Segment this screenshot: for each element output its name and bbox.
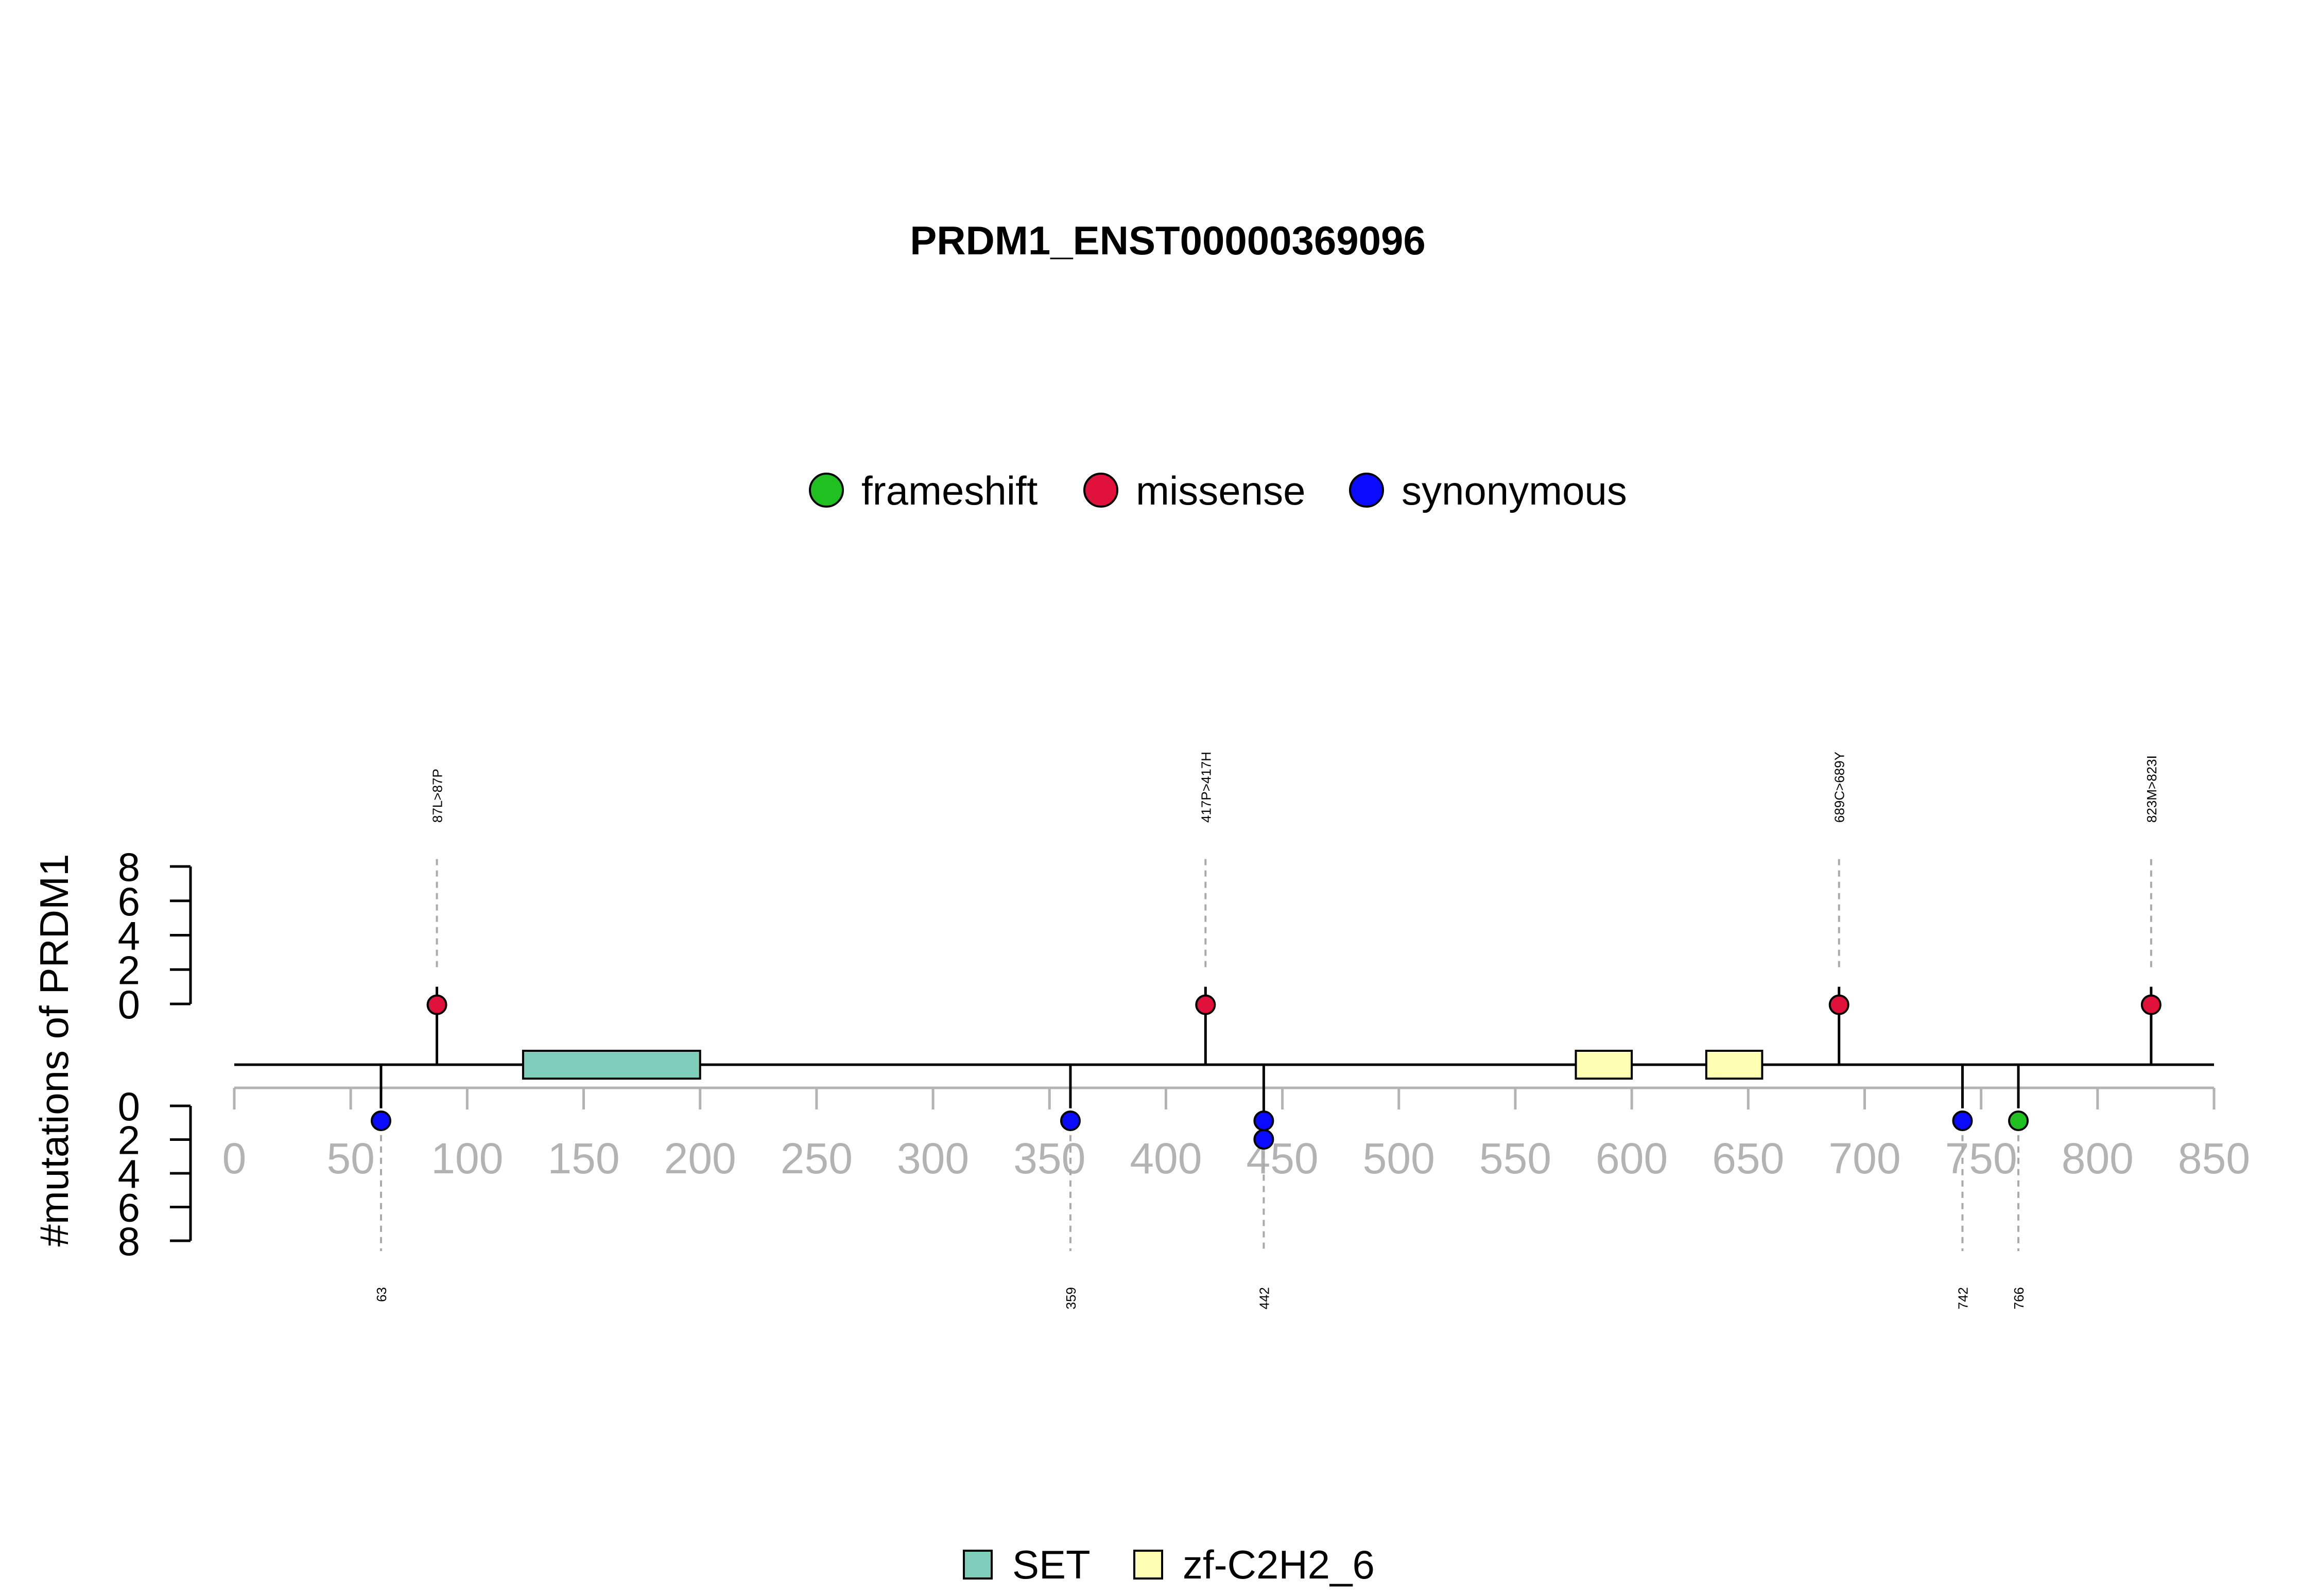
y-tick-label-top: 8 (118, 844, 140, 890)
mutation-dot-synonymous (1952, 1111, 1973, 1131)
mutation-label-bottom: 766 (2011, 1287, 2027, 1309)
legend-swatch-missense (1083, 473, 1118, 508)
y-tick-label-top: 4 (118, 913, 140, 959)
mutation-dot-missense (426, 994, 447, 1015)
y-tick-label-bottom: 4 (118, 1151, 140, 1196)
mutation-dot-frameshift (2008, 1111, 2029, 1131)
legend-label-synonymous: synonymous (1402, 468, 1627, 513)
y-axis-label: #mutations of PRDM1 (31, 854, 77, 1247)
mutation-dot-missense (1828, 994, 1849, 1015)
domain-legend-swatch-SET (963, 1550, 993, 1580)
x-axis: 0 50 100 150 200 250 300 350 400 450 500 550 600 650 7… (222, 1086, 2250, 1183)
x-tick-label: 200 (664, 1134, 736, 1183)
domain-SET (522, 1050, 701, 1080)
protein-domains (522, 1050, 1763, 1080)
y-tick-label-bottom: 6 (118, 1185, 140, 1230)
mutation-label-top: 87L>87P (430, 769, 445, 823)
mutation-dot-missense (1195, 994, 1216, 1015)
x-tick-label: 100 (431, 1134, 503, 1183)
x-tick-label: 400 (1130, 1134, 1202, 1183)
domain-zf-C2H2_6 (1705, 1050, 1763, 1080)
mutation-label-bottom: 442 (1256, 1287, 1272, 1309)
mutation-label-bottom: 359 (1063, 1287, 1079, 1309)
x-tick-label: 500 (1363, 1134, 1435, 1183)
chart-title: PRDM1_ENST00000369096 (910, 218, 1426, 263)
mutation-legend: frameshift missense synonymous (809, 468, 1627, 513)
x-tick-label: 650 (1712, 1134, 1784, 1183)
mutation-label-top: 823M>823I (2144, 755, 2159, 823)
legend-label-frameshift: frameshift (861, 468, 1038, 513)
mutations: 87L>87P 417P>417H 689C>689Y 823M>823I 63 359 4… (370, 752, 2162, 1309)
mutation-label-bottom: 63 (374, 1287, 389, 1302)
legend-label-missense: missense (1136, 468, 1305, 513)
x-tick-label: 600 (1596, 1134, 1668, 1183)
y-tick-label-top: 6 (118, 879, 140, 924)
mutation-label-top: 689C>689Y (1832, 752, 1847, 823)
legend-swatch-synonymous (1349, 473, 1384, 508)
y-tick-label-top: 0 (118, 982, 140, 1027)
y-tick-label-top: 2 (118, 947, 140, 993)
mutation-dot-synonymous (370, 1111, 391, 1131)
domain-zf-C2H2_6 (1575, 1050, 1633, 1080)
x-tick-label: 150 (547, 1134, 619, 1183)
domain-legend: SET zf-C2H2_6 (963, 1542, 1375, 1587)
x-tick-label: 350 (1013, 1134, 1085, 1183)
x-tick-label: 0 (222, 1134, 247, 1183)
x-tick-label: 300 (897, 1134, 969, 1183)
mutation-dot-missense (2140, 994, 2162, 1015)
domain-legend-swatch-zf-C2H2_6 (1133, 1550, 1163, 1580)
mutation-dot-synonymous (1060, 1111, 1081, 1131)
x-tick-label: 550 (1479, 1134, 1551, 1183)
x-tick-label: 700 (1828, 1134, 1900, 1183)
x-tick-label: 800 (2062, 1134, 2134, 1183)
mutation-label-bottom: 742 (1955, 1287, 1970, 1309)
mutation-label-top: 417P>417H (1198, 752, 1214, 823)
y-tick-label-bottom: 0 (118, 1084, 140, 1129)
x-tick-label: 850 (2178, 1134, 2250, 1183)
y-tick-label-bottom: 2 (118, 1118, 140, 1163)
domain-legend-label-SET: SET (1012, 1542, 1091, 1587)
x-tick-label: 50 (326, 1134, 374, 1183)
mutation-dot-synonymous (1253, 1129, 1274, 1150)
mutation-dot-synonymous (1253, 1111, 1274, 1131)
y-tick-label-bottom: 8 (118, 1219, 140, 1264)
legend-swatch-frameshift (809, 473, 844, 508)
x-tick-label: 250 (781, 1134, 853, 1183)
x-tick-label: 750 (1945, 1134, 2017, 1183)
domain-legend-label-zf-C2H2_6: zf-C2H2_6 (1183, 1542, 1375, 1587)
